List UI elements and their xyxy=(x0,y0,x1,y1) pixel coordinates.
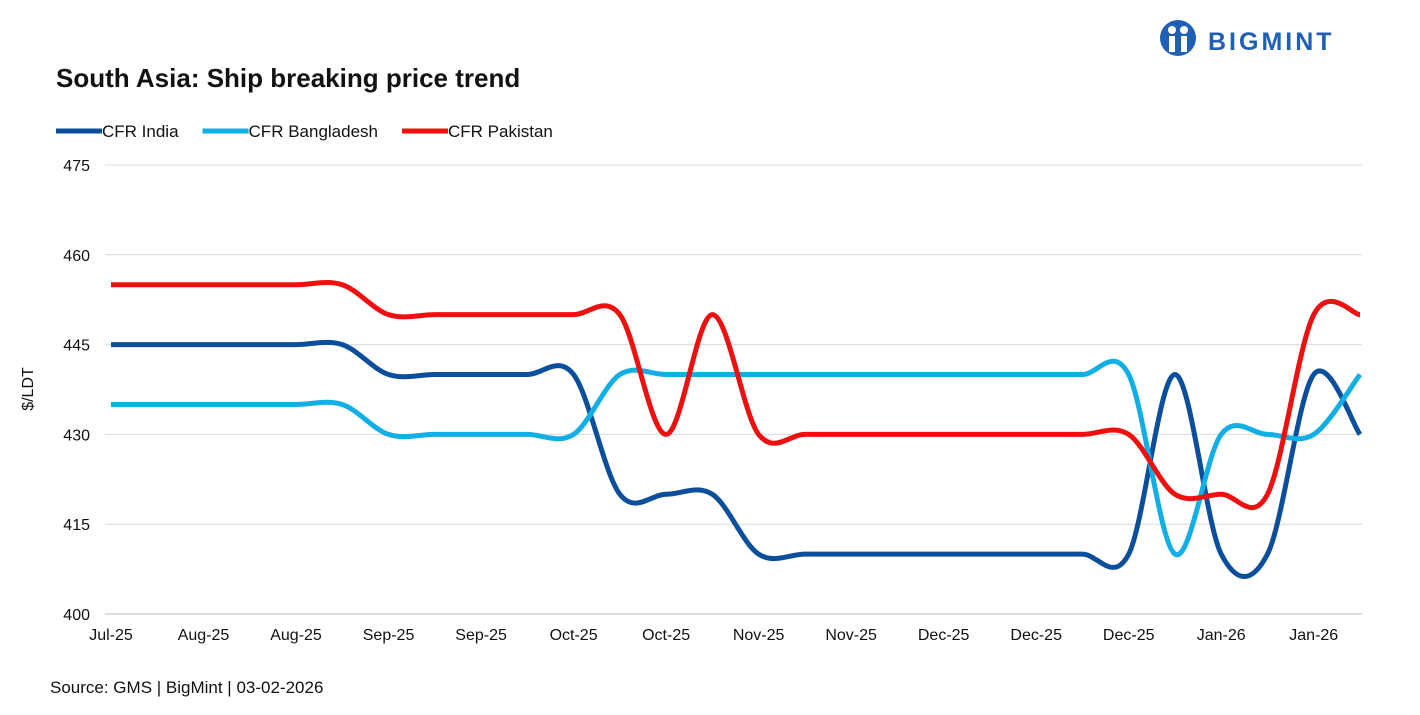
x-tick-label: Aug-25 xyxy=(178,627,230,644)
legend-label: CFR Pakistan xyxy=(448,122,553,141)
x-tick-label: Dec-25 xyxy=(918,627,970,644)
y-tick-label: 445 xyxy=(63,338,90,355)
x-tick-label: Dec-25 xyxy=(1010,627,1062,644)
y-tick-label: 415 xyxy=(63,517,90,534)
x-tick-label: Nov-25 xyxy=(733,627,785,644)
x-tick-label: Oct-25 xyxy=(550,627,598,644)
x-tick-label: Nov-25 xyxy=(825,627,877,644)
series-line xyxy=(111,339,1363,580)
chart-title: South Asia: Ship breaking price trend xyxy=(56,63,520,93)
x-tick-label: Jan-26 xyxy=(1289,627,1338,644)
x-tick-label: Jul-25 xyxy=(89,627,133,644)
y-tick-label: 460 xyxy=(63,248,90,265)
legend-label: CFR India xyxy=(102,122,179,141)
y-tick-label: 400 xyxy=(63,607,90,624)
x-tick-label: Jan-26 xyxy=(1197,627,1246,644)
x-tick-label: Dec-25 xyxy=(1103,627,1155,644)
legend-label: CFR Bangladesh xyxy=(249,122,378,141)
x-tick-label: Oct-25 xyxy=(642,627,690,644)
y-tick-label: 430 xyxy=(63,427,90,444)
x-tick-label: Sep-25 xyxy=(455,627,507,644)
logo: BIGMINT xyxy=(1160,20,1335,56)
series-line xyxy=(111,280,1361,510)
brand: BIGMINT xyxy=(1208,28,1335,56)
y-tick-label: 475 xyxy=(63,158,90,175)
series-line xyxy=(111,358,1363,557)
source: Source: GMS | BigMint | 03-02-2026 xyxy=(50,678,323,697)
y-axis-label: $/LDT xyxy=(20,367,37,411)
x-tick-label: Sep-25 xyxy=(363,627,415,644)
x-tick-label: Aug-25 xyxy=(270,627,322,644)
